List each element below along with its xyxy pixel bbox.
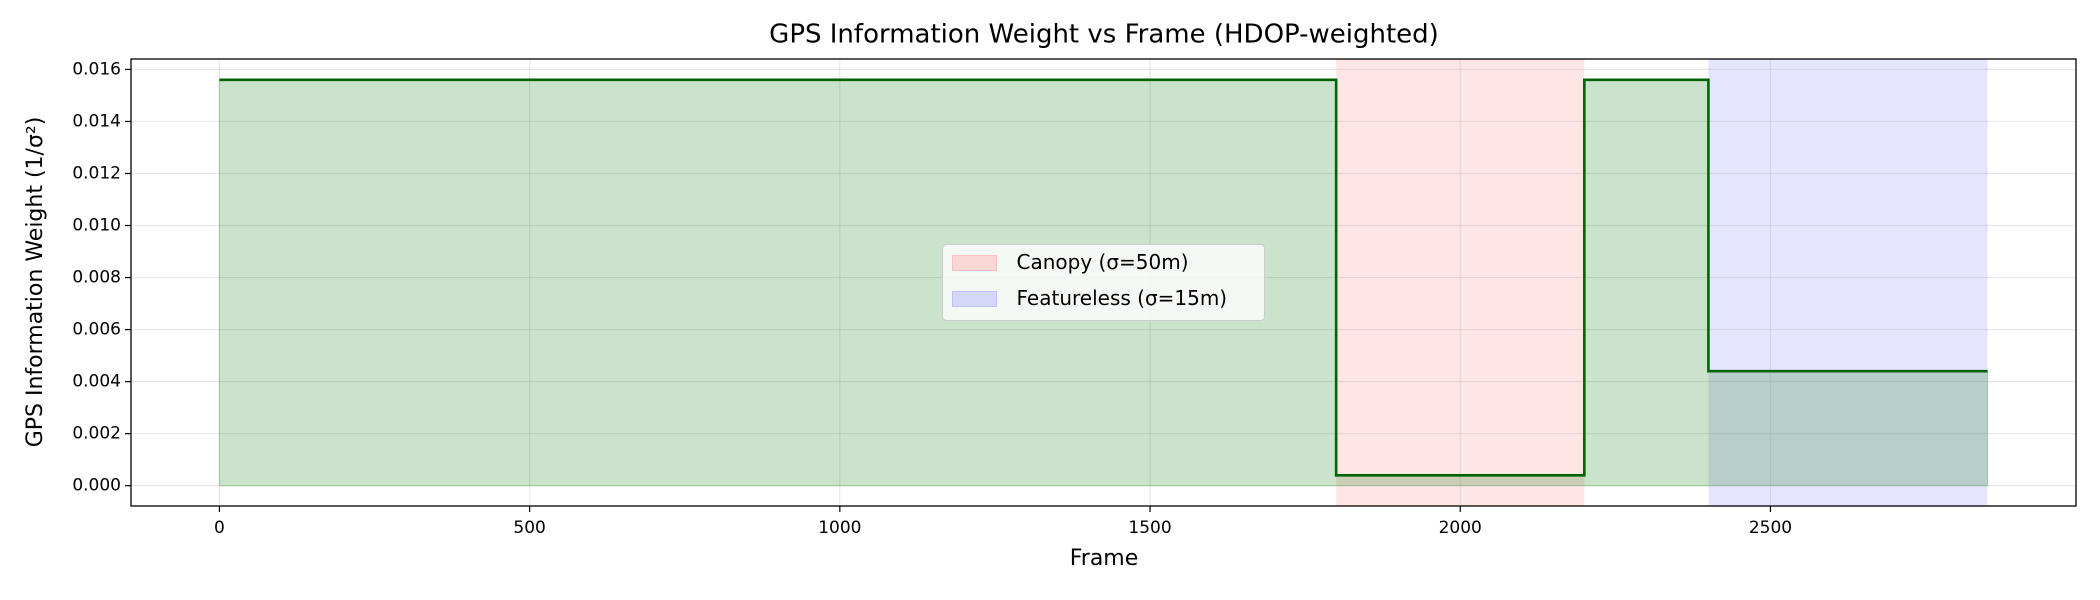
chart-title: GPS Information Weight vs Frame (HDOP-we… — [769, 20, 1439, 50]
y-tick-label: 0.012 — [72, 163, 121, 183]
x-tick-label: 1000 — [818, 518, 861, 538]
y-tick-label: 0.004 — [72, 372, 121, 392]
line — [219, 78, 1988, 477]
legend-label: Featureless (σ=15m) — [1017, 286, 1228, 310]
legend: Canopy (σ=50m) Featureless (σ=15m) — [942, 244, 1265, 321]
x-tick-label: 0 — [214, 518, 225, 538]
y-tick-label: 0.000 — [72, 476, 121, 496]
legend-box — [942, 244, 1265, 321]
y-tick-label: 0.006 — [72, 320, 121, 340]
x-tick-label: 500 — [513, 518, 545, 538]
shaded-span — [1708, 59, 1988, 506]
legend-label: Canopy (σ=50m) — [1017, 250, 1189, 274]
plot-frame — [130, 58, 2077, 507]
legend-swatch — [952, 255, 997, 271]
x-tick-label: 2000 — [1439, 518, 1482, 538]
legend-swatch — [952, 291, 997, 307]
y-tick-label: 0.002 — [72, 424, 121, 444]
shaded-span — [1336, 59, 1585, 506]
y-tick-label: 0.014 — [72, 111, 121, 131]
x-axis-label: Frame — [1070, 546, 1139, 571]
y-tick-label: 0.008 — [72, 268, 121, 288]
y-tick-label: 0.010 — [72, 216, 121, 236]
x-tick-label: 1500 — [1128, 518, 1171, 538]
y-tick-label: 0.016 — [72, 59, 121, 79]
y-axis-label: GPS Information Weight (1/σ²) — [23, 117, 48, 448]
x-tick-label: 2500 — [1749, 518, 1792, 538]
